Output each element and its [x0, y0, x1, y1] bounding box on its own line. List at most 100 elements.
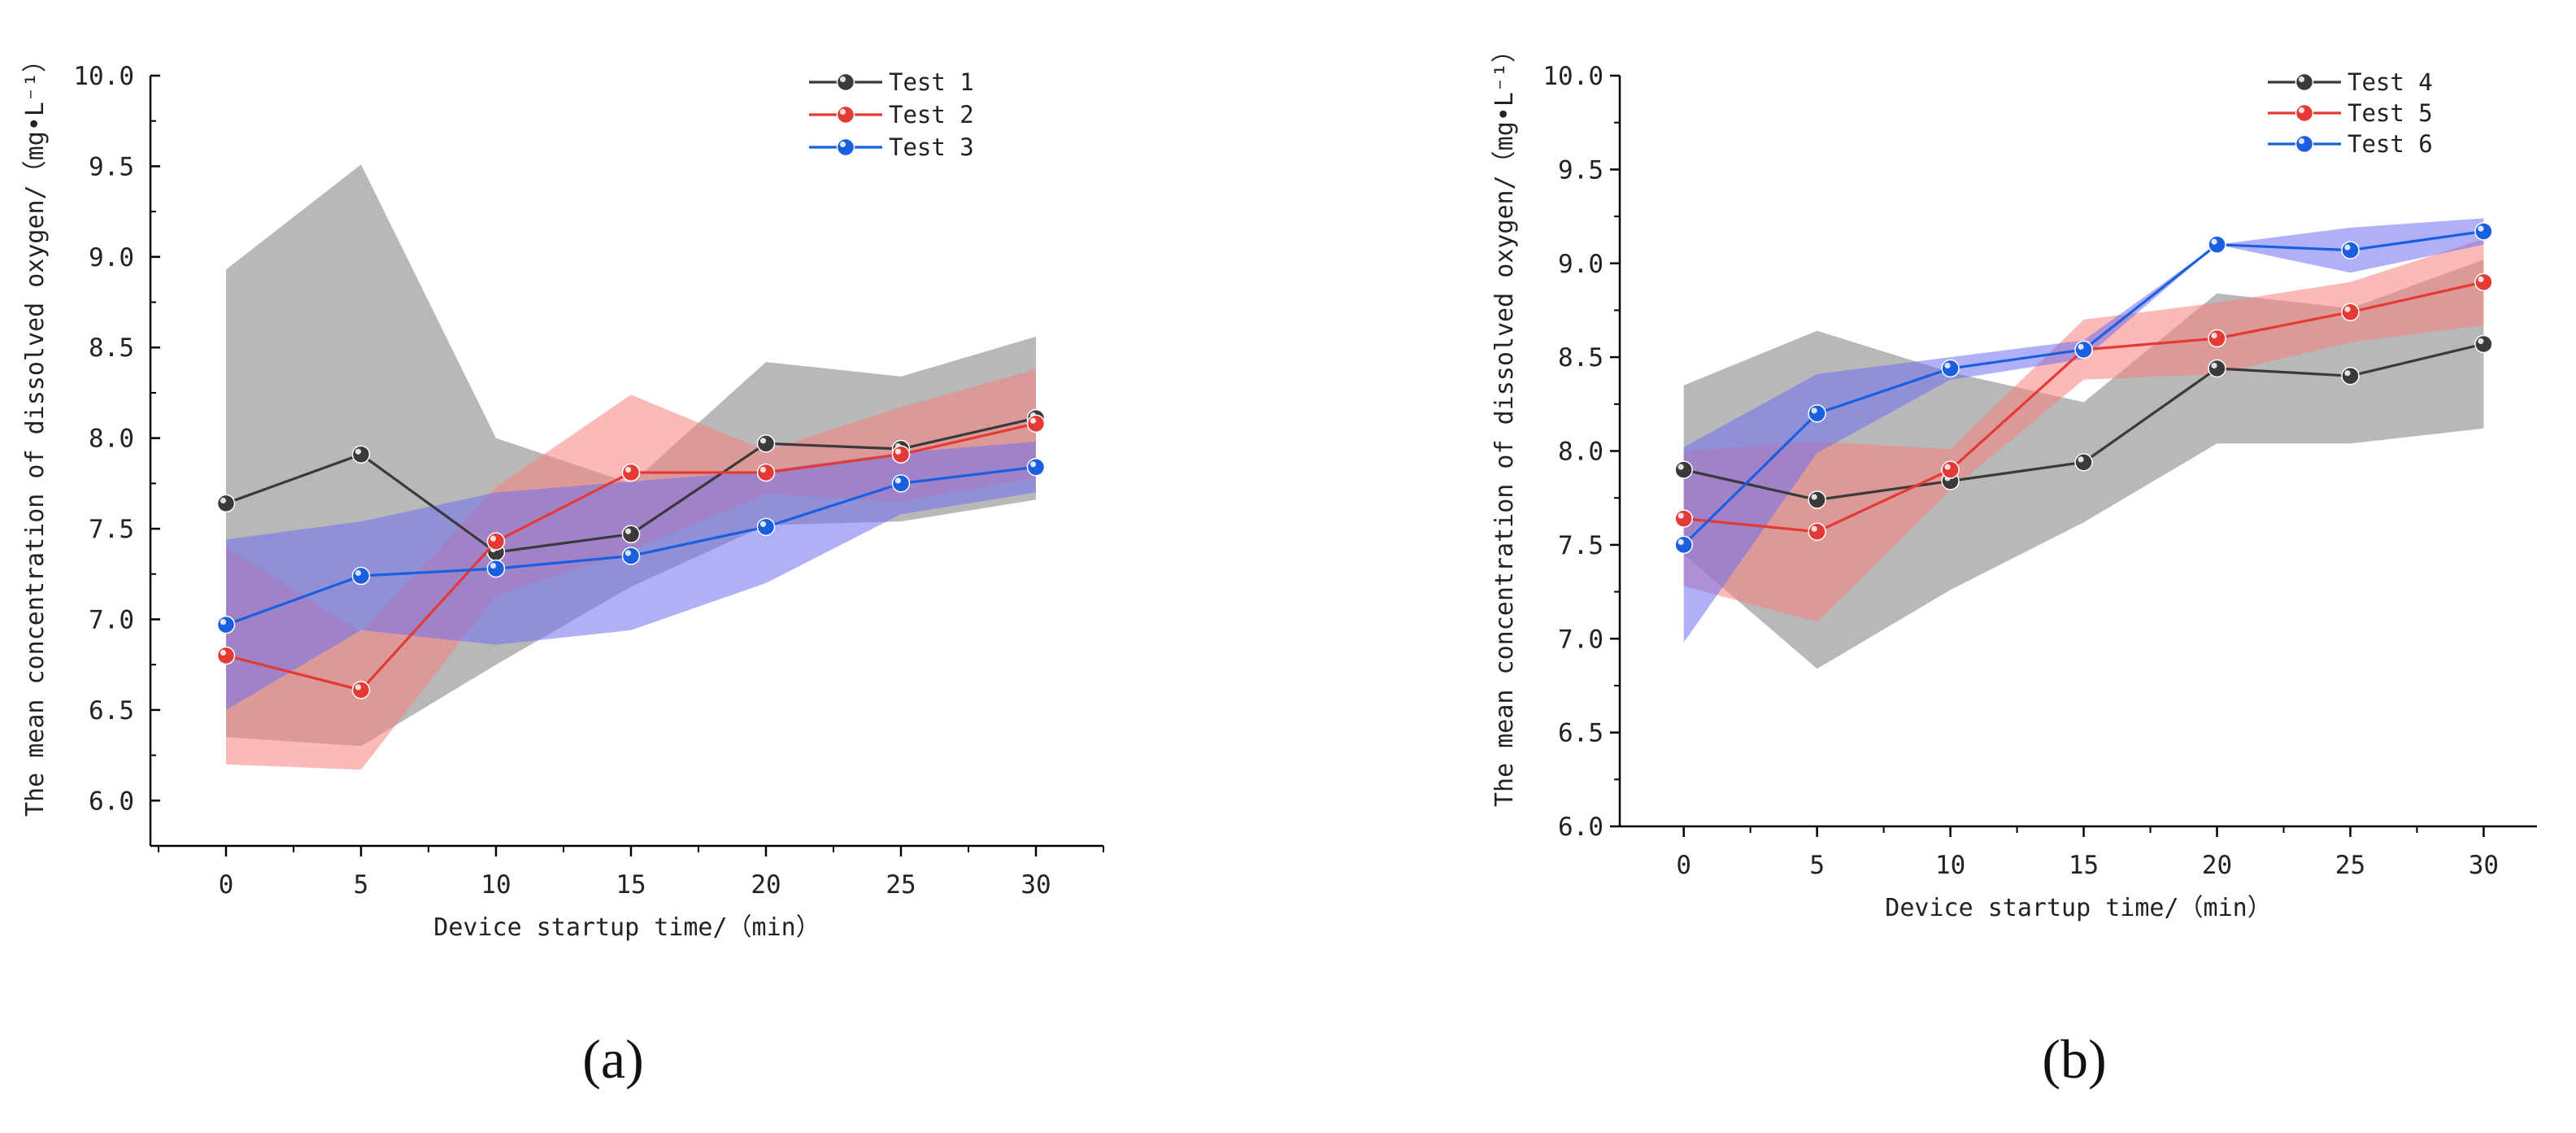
- data-point-highlight: [490, 562, 497, 569]
- legend-marker: [836, 105, 855, 124]
- data-point: [1026, 458, 1046, 477]
- panel-b: 6.0 6.5 7.0 7.5 8.0 8.5 9.0 9.5 10.0 0 5 10 15 20 25 30…: [1490, 38, 2537, 1090]
- data-point-highlight: [355, 569, 362, 577]
- data-point: [2341, 366, 2360, 386]
- data-point: [1808, 404, 1826, 423]
- data-point: [891, 474, 911, 493]
- legend-label: Test 1: [889, 68, 974, 96]
- data-point: [2208, 359, 2226, 378]
- panel-a: 6.0 6.5 7.0 7.5 8.0 8.5 9.0 9.5 10.0 0 5 10 15 20 25 30…: [21, 48, 1104, 1090]
- data-point: [1941, 460, 1960, 479]
- data-point: [351, 681, 371, 699]
- legend-marker-highlight: [839, 76, 846, 83]
- data-point: [486, 559, 506, 578]
- data-point: [351, 445, 371, 464]
- y-tick-label: 8.0: [89, 425, 134, 454]
- data-point-highlight: [894, 477, 902, 484]
- y-tick-label: 8.0: [1558, 438, 1603, 467]
- data-point-highlight: [220, 649, 227, 656]
- data-point: [2341, 241, 2360, 259]
- data-point-highlight: [2211, 332, 2217, 339]
- data-point: [621, 525, 641, 543]
- y-axis-title: The mean concentration of dissolved oxyg…: [1490, 38, 1519, 807]
- data-point-highlight: [759, 438, 767, 444]
- x-tick-label: 5: [354, 870, 369, 900]
- legend-marker-highlight: [2298, 107, 2305, 114]
- y-tick-label: 6.0: [89, 787, 134, 816]
- data-point-highlight: [1811, 407, 1817, 414]
- data-point-highlight: [2211, 362, 2217, 369]
- x-tick-label: 5: [1809, 851, 1825, 880]
- error-band-3: [1683, 218, 2484, 643]
- data-point-highlight: [624, 466, 632, 473]
- data-point: [2208, 235, 2226, 254]
- legend-marker: [2295, 103, 2314, 123]
- x-tick-label: 10: [481, 870, 511, 900]
- legend-marker-highlight: [2298, 76, 2305, 83]
- data-point-highlight: [1811, 525, 1817, 532]
- legend-label: Test 3: [889, 133, 974, 161]
- data-point: [1808, 522, 1826, 541]
- data-point: [2208, 329, 2226, 348]
- x-axis-title: Device startup time/（min）: [433, 913, 820, 942]
- data-point-highlight: [1811, 494, 1817, 500]
- data-point-highlight: [1029, 417, 1037, 424]
- data-point-highlight: [2344, 306, 2351, 312]
- legend-label: Test 2: [889, 101, 974, 129]
- data-point-highlight: [220, 497, 227, 503]
- data-point-highlight: [759, 466, 767, 473]
- legend-marker-highlight: [839, 141, 846, 148]
- data-point: [2074, 453, 2093, 472]
- data-point: [486, 532, 506, 551]
- data-point-highlight: [624, 528, 632, 534]
- data-point: [1808, 490, 1826, 509]
- y-tick-label: 6.5: [1558, 719, 1603, 748]
- data-point: [216, 646, 236, 665]
- legend-marker-highlight: [2298, 137, 2305, 145]
- data-point: [1941, 359, 1960, 378]
- y-tick-label: 10.0: [1543, 62, 1603, 91]
- x-tick-label: 25: [886, 870, 916, 900]
- y-tick-label: 9.5: [89, 152, 134, 181]
- data-point-highlight: [2078, 343, 2084, 350]
- legend-marker: [2295, 134, 2314, 154]
- data-point-highlight: [1677, 512, 1684, 519]
- data-point-highlight: [2078, 456, 2084, 463]
- y-tick-label: 7.0: [89, 605, 134, 634]
- data-point-highlight: [1677, 464, 1684, 470]
- data-point-highlight: [2478, 338, 2484, 345]
- data-point: [216, 494, 236, 513]
- data-point: [756, 463, 776, 482]
- y-tick-label: 9.5: [1558, 155, 1603, 185]
- x-tick-label: 15: [616, 870, 646, 900]
- data-point: [756, 434, 776, 453]
- y-tick-label: 6.5: [89, 696, 134, 726]
- y-tick-label: 9.0: [1558, 250, 1603, 279]
- x-tick-label: 15: [2069, 851, 2099, 880]
- x-tick-label: 30: [2469, 851, 2499, 880]
- data-point: [2341, 303, 2360, 321]
- x-tick-label: 20: [2202, 851, 2232, 880]
- data-point-highlight: [1677, 538, 1684, 545]
- x-tick-label: 30: [1020, 870, 1051, 900]
- data-point-highlight: [1029, 461, 1037, 468]
- data-point-highlight: [1944, 362, 1951, 369]
- legend-marker-highlight: [839, 108, 846, 115]
- data-point: [1674, 460, 1693, 479]
- legend-marker: [2295, 72, 2314, 92]
- y-tick-label: 7.5: [1558, 531, 1603, 560]
- x-tick-label: 25: [2335, 851, 2365, 880]
- data-point-highlight: [355, 448, 362, 455]
- legend-marker: [836, 137, 855, 157]
- data-point: [891, 445, 911, 464]
- panel-caption: (b): [2042, 1028, 2106, 1090]
- x-tick-label: 10: [1935, 851, 1965, 880]
- data-point-highlight: [894, 448, 902, 455]
- error-band-2: [1683, 238, 2484, 622]
- legend-label: Test 4: [2348, 68, 2433, 96]
- x-tick-label: 0: [1676, 851, 1691, 880]
- y-tick-label: 7.0: [1558, 625, 1603, 654]
- y-tick-label: 7.5: [89, 515, 134, 544]
- y-tick-label: 6.0: [1558, 813, 1603, 842]
